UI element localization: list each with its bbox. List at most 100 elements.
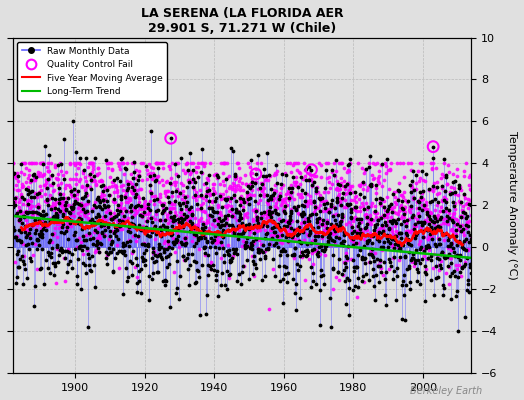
Point xyxy=(453,221,462,228)
Point xyxy=(355,226,364,233)
Point xyxy=(98,229,106,236)
Point xyxy=(78,218,86,225)
Point xyxy=(142,218,150,224)
Point xyxy=(290,179,298,186)
Point xyxy=(96,204,104,210)
Point xyxy=(21,229,29,236)
Point xyxy=(280,205,288,211)
Point xyxy=(138,224,147,231)
Point xyxy=(253,217,261,224)
Point xyxy=(440,156,449,163)
Point xyxy=(237,215,246,221)
Point xyxy=(432,216,440,222)
Point xyxy=(18,253,26,259)
Point xyxy=(463,200,471,206)
Point xyxy=(56,208,64,214)
Point xyxy=(78,195,86,202)
Point xyxy=(176,190,184,196)
Point xyxy=(32,246,41,252)
Point xyxy=(8,160,17,167)
Point xyxy=(369,258,378,264)
Point xyxy=(53,246,62,252)
Point xyxy=(117,196,126,202)
Point xyxy=(82,270,90,276)
Point xyxy=(64,260,73,267)
Point xyxy=(329,286,337,293)
Point xyxy=(199,228,207,234)
Point xyxy=(40,182,48,188)
Point xyxy=(343,181,351,188)
Point xyxy=(219,191,227,197)
Point xyxy=(152,258,160,264)
Point xyxy=(182,214,190,221)
Point xyxy=(408,251,417,257)
Point xyxy=(291,179,300,185)
Point xyxy=(235,174,244,181)
Point xyxy=(389,236,398,242)
Point xyxy=(172,290,181,296)
Point xyxy=(414,178,423,184)
Point xyxy=(253,228,261,234)
Point xyxy=(12,212,20,218)
Point xyxy=(384,206,392,212)
Point xyxy=(191,280,199,286)
Point xyxy=(234,182,242,188)
Point xyxy=(331,240,339,247)
Point xyxy=(93,235,102,242)
Point xyxy=(317,198,325,204)
Point xyxy=(73,191,81,198)
Point xyxy=(378,223,387,229)
Point xyxy=(90,202,98,208)
Point xyxy=(358,180,366,186)
Point xyxy=(324,160,332,167)
Point xyxy=(345,201,354,207)
Point xyxy=(167,175,176,182)
Point xyxy=(308,246,316,253)
Point xyxy=(13,237,21,243)
Point xyxy=(352,199,360,205)
Point xyxy=(233,217,241,223)
Point xyxy=(194,164,202,170)
Point xyxy=(205,198,213,204)
Point xyxy=(184,251,192,257)
Point xyxy=(21,234,30,240)
Point xyxy=(66,216,74,223)
Point xyxy=(83,200,92,206)
Point xyxy=(248,186,256,193)
Point xyxy=(106,192,114,198)
Point xyxy=(273,180,281,187)
Point xyxy=(419,246,427,252)
Point xyxy=(101,185,109,192)
Point xyxy=(449,179,457,185)
Point xyxy=(258,187,266,193)
Point xyxy=(427,224,435,230)
Point xyxy=(462,222,471,229)
Point xyxy=(346,186,354,192)
Point xyxy=(340,267,348,274)
Point xyxy=(112,224,120,230)
Point xyxy=(54,258,62,265)
Point xyxy=(185,218,194,224)
Point xyxy=(322,206,330,213)
Point xyxy=(288,218,296,224)
Point xyxy=(195,246,203,252)
Point xyxy=(364,220,373,226)
Point xyxy=(246,228,254,235)
Point xyxy=(127,222,136,229)
Point xyxy=(279,246,288,252)
Point xyxy=(277,184,286,191)
Point xyxy=(424,241,432,248)
Point xyxy=(197,202,205,208)
Point xyxy=(454,225,463,231)
Point xyxy=(260,226,269,233)
Point xyxy=(301,190,309,196)
Point xyxy=(460,168,468,175)
Point xyxy=(424,227,432,234)
Point xyxy=(413,198,421,205)
Point xyxy=(41,218,49,225)
Point xyxy=(169,234,178,241)
Point xyxy=(196,160,205,167)
Point xyxy=(233,160,241,167)
Point xyxy=(330,160,339,167)
Point xyxy=(264,245,272,251)
